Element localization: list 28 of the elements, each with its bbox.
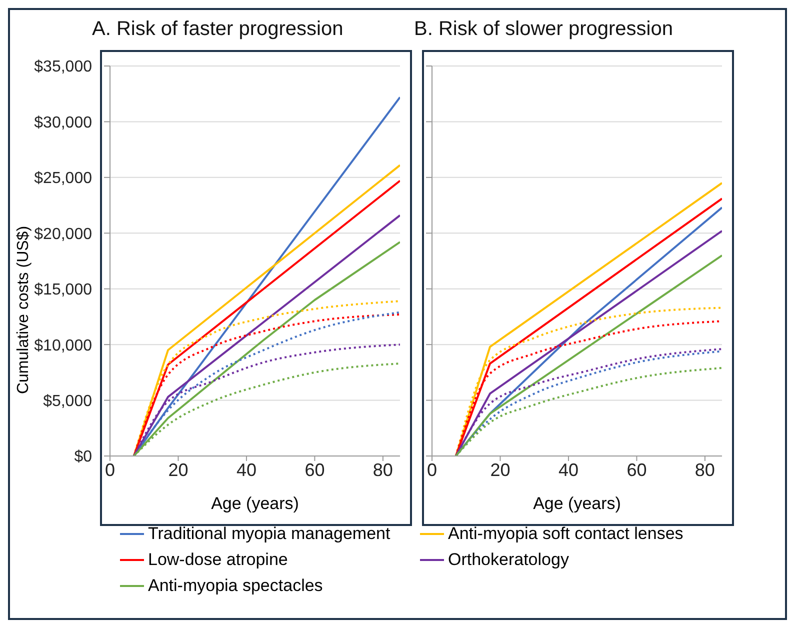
y-tick-label: $25,000 xyxy=(34,170,92,188)
y-axis-title: Cumulative costs (US$) xyxy=(15,226,33,394)
x-tick-label: 80 xyxy=(694,460,715,480)
y-tick-label: $0 xyxy=(74,448,92,466)
x-tick-label: 60 xyxy=(304,460,325,480)
y-tick-label: $20,000 xyxy=(34,226,92,243)
y-tick-label: $30,000 xyxy=(34,114,92,132)
y-tick-label: $10,000 xyxy=(34,337,92,354)
x-tick-label: 80 xyxy=(372,460,393,480)
x-tick-label: 40 xyxy=(236,460,256,480)
x-tick-label: 0 xyxy=(426,460,438,480)
y-tick-label: $5,000 xyxy=(43,392,92,410)
x-tick-label: 20 xyxy=(490,460,510,480)
chart-title: B. Risk of slower progression xyxy=(414,17,674,42)
x-tick-label: 0 xyxy=(104,460,116,480)
x-tick-label: 60 xyxy=(626,460,647,480)
y-tick-label: $35,000 xyxy=(34,58,92,76)
y-tick-label: $15,000 xyxy=(34,282,92,299)
x-tick-label: 20 xyxy=(168,460,188,480)
legend-label: Orthokeratology xyxy=(448,550,569,570)
legend-label: Traditional myopia management xyxy=(148,524,390,544)
legend-label: Anti-myopia spectacles xyxy=(148,576,323,596)
x-axis-title: Age (years) xyxy=(532,494,622,514)
chart-title: A. Risk of faster progression xyxy=(92,17,344,42)
legend-label: Low-dose atropine xyxy=(148,550,288,570)
x-tick-label: 40 xyxy=(558,460,578,480)
x-axis-title: Age (years) xyxy=(210,494,300,514)
legend-label: Anti-myopia soft contact lenses xyxy=(448,524,684,544)
